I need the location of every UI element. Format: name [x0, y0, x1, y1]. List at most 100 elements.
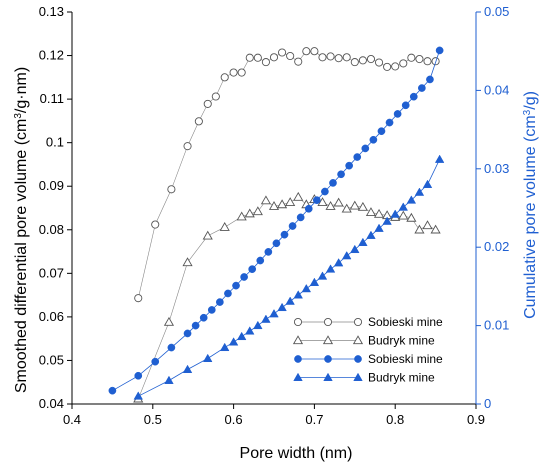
legend-entry-3: Budryk mine: [293, 371, 435, 385]
data-point: [398, 202, 409, 211]
data-point: [191, 321, 200, 330]
data-point: [236, 331, 247, 341]
data-point: [269, 309, 279, 318]
y-axis-title-main: Smoothed differential pore volume (cm: [13, 119, 30, 394]
y-tick-label: 0.09: [39, 178, 64, 193]
data-point: [182, 364, 193, 373]
legend-label: Budryk mine: [368, 334, 435, 348]
data-point: [286, 51, 295, 61]
data-point: [418, 84, 426, 92]
data-point: [236, 211, 247, 221]
data-point: [245, 53, 254, 62]
data-point: [423, 57, 432, 66]
y2-tick-label: 0: [484, 396, 491, 411]
data-point: [334, 54, 343, 63]
data-point: [374, 58, 384, 67]
legend-marker: [292, 335, 304, 345]
data-point: [317, 197, 328, 207]
data-point: [293, 191, 304, 201]
data-point: [261, 314, 271, 323]
data-point: [310, 47, 319, 56]
legend-marker: [323, 317, 333, 327]
data-point: [245, 326, 255, 335]
data-point: [426, 75, 434, 84]
legend-label: Sobieski mine: [368, 315, 443, 329]
data-point: [326, 52, 335, 61]
data-point: [382, 216, 392, 225]
data-point: [383, 62, 392, 71]
y-tick-label: 0.13: [39, 4, 64, 19]
data-point: [220, 73, 229, 82]
y-axis-title-superscript: 3: [13, 113, 24, 119]
series-2: [108, 46, 444, 395]
data-point: [374, 223, 384, 232]
y2-axis-title-main: Cumulative pore volume (cm: [522, 115, 539, 319]
x-tick-label: 0.9: [467, 412, 485, 427]
data-point: [349, 200, 360, 210]
data-point: [260, 195, 271, 205]
data-point: [163, 316, 175, 326]
data-point: [415, 54, 424, 64]
data-point: [357, 201, 368, 211]
legend-marker: [294, 355, 302, 363]
data-point: [385, 118, 394, 127]
x-tick-label: 0.6: [225, 412, 243, 427]
data-point: [391, 62, 400, 71]
data-point: [406, 195, 417, 204]
y2-tick-label: 0.01: [484, 318, 509, 333]
data-point: [341, 203, 352, 213]
data-point: [341, 251, 352, 260]
x-tick-label: 0.7: [305, 412, 323, 427]
data-point: [134, 371, 143, 380]
legend-marker: [352, 335, 364, 345]
data-point: [183, 329, 192, 338]
data-point: [288, 222, 297, 230]
data-point: [366, 230, 376, 239]
data-point: [422, 220, 433, 230]
data-point: [211, 92, 220, 101]
data-point: [253, 320, 263, 330]
y-tick-label: 0.06: [39, 309, 64, 324]
series-0: [134, 47, 440, 303]
data-point: [422, 179, 433, 188]
data-point: [401, 101, 410, 110]
data-point: [256, 256, 265, 265]
data-point: [182, 257, 193, 267]
data-point: [194, 117, 203, 126]
data-point: [350, 58, 359, 67]
data-point: [333, 258, 344, 267]
data-point: [203, 99, 212, 108]
legend-entry-0: Sobieski mine: [293, 315, 443, 329]
data-point: [108, 386, 117, 395]
data-point: [304, 204, 313, 213]
y-tick-label: 0.11: [40, 91, 64, 106]
series-line: [138, 50, 436, 299]
legend: Sobieski mine Budryk mine Sobieski mine Bud…: [292, 315, 443, 385]
data-point: [277, 199, 288, 209]
data-point: [219, 221, 230, 231]
data-point: [366, 54, 376, 64]
data-point: [365, 207, 377, 217]
data-point: [272, 239, 281, 248]
data-point: [253, 53, 262, 62]
data-point: [294, 57, 303, 66]
data-point: [434, 154, 445, 163]
data-point: [369, 135, 378, 144]
data-point: [237, 68, 246, 77]
y2-tick-label: 0.04: [484, 82, 509, 97]
legend-label: Budryk mine: [368, 371, 435, 385]
legend-marker: [353, 372, 363, 381]
data-point: [202, 230, 213, 240]
data-point: [285, 296, 295, 305]
legend-entry-1: Budryk mine: [292, 334, 435, 348]
data-point: [268, 201, 280, 210]
data-point: [321, 187, 329, 196]
data-point: [406, 212, 417, 222]
legend-marker: [324, 355, 332, 363]
y2-axis-title: Cumulative pore volume (cm3/g): [522, 91, 540, 319]
data-point: [393, 110, 402, 118]
data-point: [277, 302, 287, 312]
data-point: [435, 46, 444, 55]
x-tick-label: 0.8: [386, 412, 404, 427]
